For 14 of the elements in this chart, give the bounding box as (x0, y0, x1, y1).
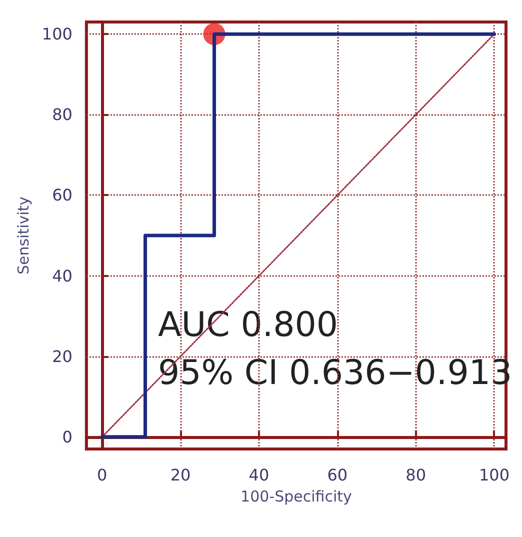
y-tick-label: 80 (52, 105, 72, 124)
x-tick-label: 60 (327, 466, 348, 484)
x-tick-label: 40 (248, 466, 270, 484)
y-tick-label: 20 (52, 346, 72, 366)
y-axis-title: Sensitivity (14, 196, 32, 275)
x-tick-label: 0 (97, 466, 108, 484)
y-tick-label: 40 (52, 266, 72, 286)
x-tick-label: 100 (478, 466, 510, 484)
y-tick-label: 60 (52, 186, 72, 205)
y-tick-label: 100 (42, 24, 72, 44)
y-tick-label: 0 (62, 427, 72, 446)
x-tick-label: 80 (406, 466, 426, 484)
x-axis-title: 100-Specificity (240, 488, 352, 506)
x-tick-label: 20 (170, 466, 191, 484)
